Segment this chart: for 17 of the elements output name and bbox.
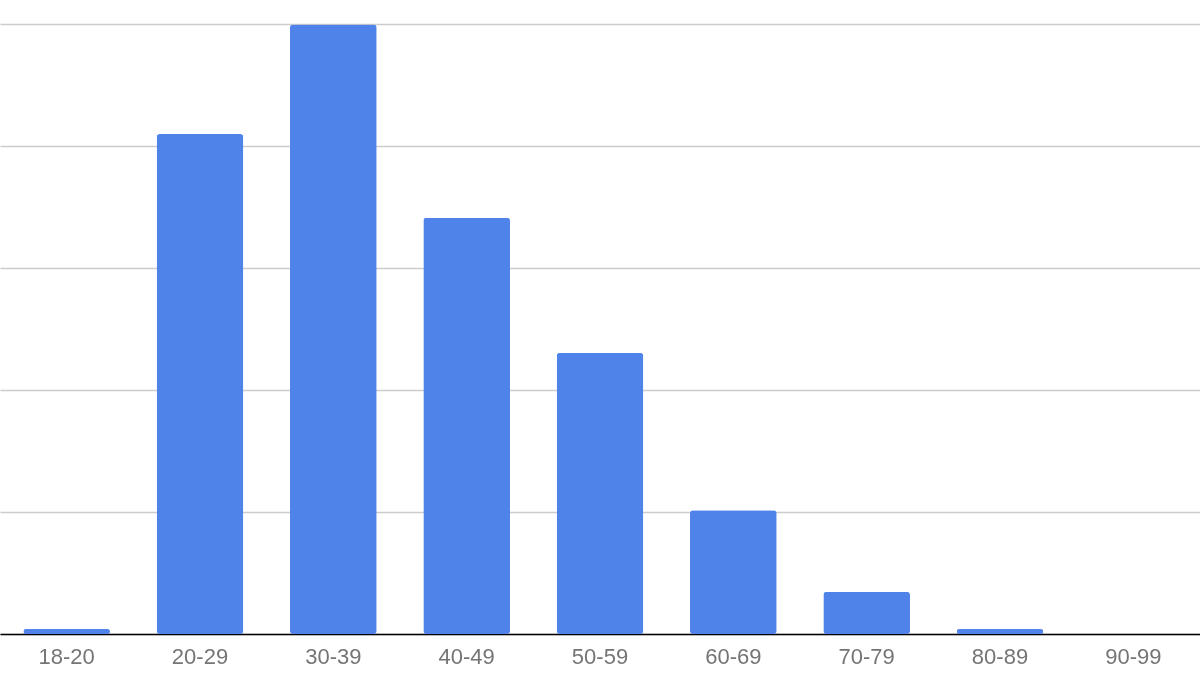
x-tick-label: 18-20 — [38, 643, 95, 669]
x-tick-label: 90-99 — [1105, 643, 1162, 669]
bar — [823, 591, 910, 634]
x-tick-label: 30-39 — [305, 643, 362, 669]
x-tick-label: 70-79 — [838, 643, 895, 669]
bar — [690, 510, 777, 634]
x-tick-label: 60-69 — [705, 643, 762, 669]
bar — [556, 352, 644, 634]
bar — [423, 217, 510, 634]
x-tick-label: 20-29 — [171, 643, 229, 669]
x-tick-label: 50-59 — [571, 643, 629, 669]
bar — [156, 134, 244, 634]
bar — [956, 629, 1044, 634]
bar — [290, 24, 377, 634]
x-tick-label: 40-49 — [438, 643, 495, 669]
x-tick-label: 80-89 — [971, 643, 1029, 669]
bar — [23, 629, 110, 634]
